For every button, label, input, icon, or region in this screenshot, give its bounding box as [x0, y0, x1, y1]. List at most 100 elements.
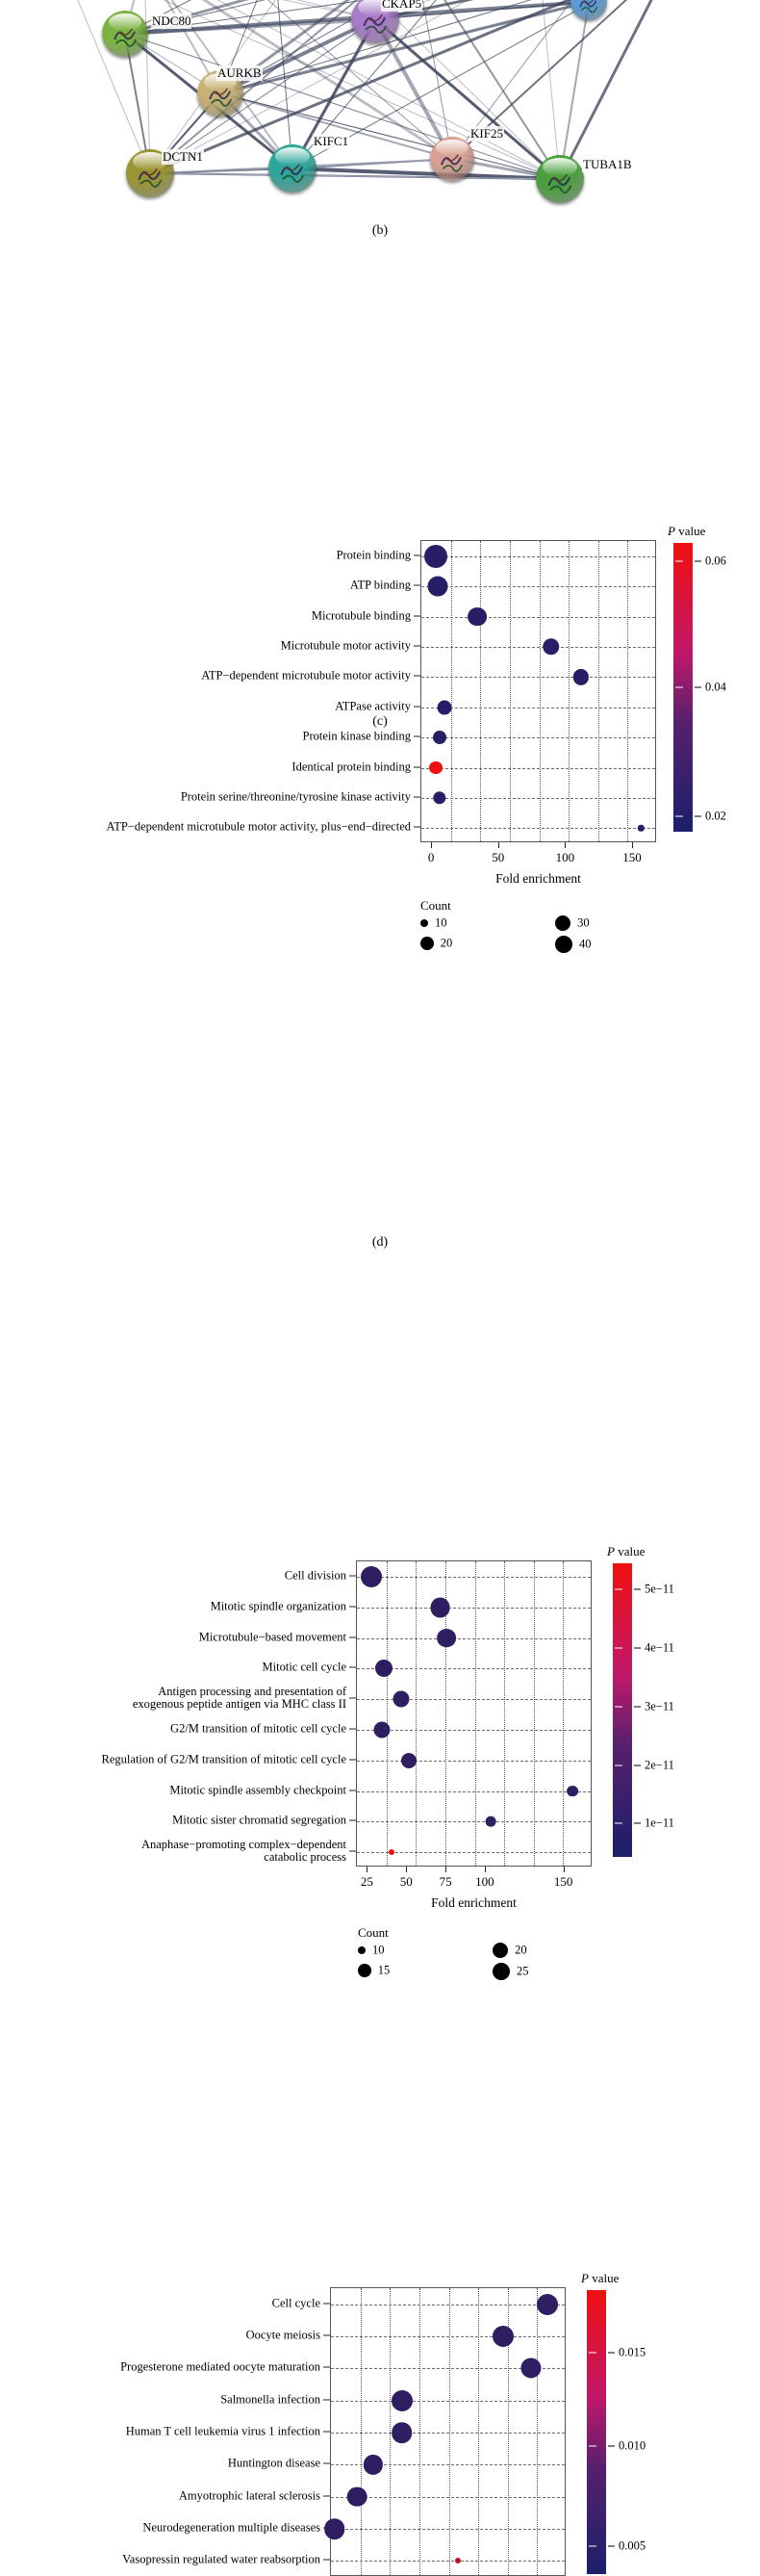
colorbar-tick-label: 1e−11	[645, 1816, 674, 1830]
data-point	[455, 2558, 462, 2564]
y-axis-tick	[414, 584, 420, 586]
colorbar-tick-mark	[615, 1588, 622, 1590]
y-axis-label: Cell division	[284, 1568, 346, 1583]
y-axis-tick	[323, 2366, 330, 2368]
node-gloss	[543, 158, 577, 176]
network-node-label-ckap5: CKAP5	[381, 0, 423, 12]
y-axis-tick	[414, 675, 420, 677]
colorbar-tick-mark	[615, 1647, 622, 1649]
network-node-label-tuba1b: TUBA1B	[582, 157, 633, 172]
colorbar-tick-label: 0.005	[619, 2538, 646, 2552]
plot-gridline-horizontal	[421, 767, 655, 769]
y-axis-label: ATP−dependent microtubule motor activity…	[106, 819, 411, 834]
data-point	[363, 2455, 384, 2475]
network-node-tuba1b[interactable]	[536, 155, 584, 203]
colorbar-panel-e	[587, 2290, 606, 2574]
colorbar-tick-mark	[589, 2352, 596, 2354]
network-node-node-top-right[interactable]	[570, 0, 607, 20]
y-axis-label: Human T cell leukemia virus 1 infection	[125, 2424, 320, 2438]
y-axis-tick	[323, 2462, 330, 2464]
size-legend-label: 40	[579, 937, 592, 951]
plot-gridline-horizontal	[421, 555, 655, 557]
plot-gridline-horizontal	[357, 1637, 591, 1639]
plot-gridline-horizontal	[357, 1729, 591, 1731]
node-gloss	[133, 152, 167, 170]
colorbar-tick-mark	[675, 686, 683, 688]
colorbar-tick-mark-outer	[634, 1822, 641, 1824]
y-axis-label: Mitotic cell cycle	[262, 1660, 346, 1674]
network-node-label-dctn1: DCTN1	[162, 149, 204, 165]
plot-gridline-vertical	[478, 2288, 480, 2575]
size-legend-swatch	[493, 1963, 510, 1980]
y-axis-label: Protein binding	[336, 548, 411, 562]
colorbar-tick-label: 0.015	[619, 2345, 646, 2359]
y-axis-tick	[414, 706, 420, 708]
size-legend-item: 20	[420, 936, 452, 951]
plot-gridline-horizontal	[421, 586, 655, 588]
size-legend-label: 25	[517, 1964, 529, 1978]
colorbar-tick-label: 3e−11	[645, 1699, 674, 1713]
plot-area-panel-e	[323, 2287, 566, 2576]
data-point	[638, 825, 645, 832]
y-axis-label: Antigen processing and presentation of ex…	[132, 1685, 346, 1712]
colorbar-tick-label: 2e−11	[645, 1758, 674, 1772]
data-point	[492, 2326, 514, 2347]
data-point	[520, 2357, 542, 2379]
colorbar-panel-d	[613, 1563, 632, 1857]
y-axis-tick	[349, 1575, 356, 1577]
plot-gridline-horizontal	[421, 737, 655, 739]
plot-gridline-vertical	[569, 541, 570, 841]
x-axis-tick	[431, 842, 433, 848]
size-legend-swatch	[358, 1964, 371, 1977]
network-node-ckap5[interactable]	[351, 0, 399, 43]
y-axis-label: Microtubule−based movement	[198, 1630, 346, 1643]
network-node-kifc1[interactable]	[268, 144, 317, 193]
x-axis-tick-label: 50	[492, 850, 505, 864]
data-point	[424, 544, 448, 568]
size-legend-item: 15	[358, 1963, 390, 1978]
y-axis-label: Identical protein binding	[291, 760, 411, 773]
plot-gridline-vertical	[418, 2288, 420, 2575]
plot-gridline-vertical	[480, 541, 482, 841]
x-axis-title: Fold enrichment	[431, 1895, 517, 1910]
data-point	[468, 606, 488, 627]
data-point	[323, 2518, 345, 2539]
network-node-label-aurkb: AURKB	[216, 65, 263, 81]
plot-gridline-horizontal	[357, 1760, 591, 1762]
y-axis-label: Huntington disease	[227, 2456, 320, 2470]
colorbar-tick-mark-outer	[634, 1765, 641, 1766]
node-structure-glyph	[138, 167, 163, 188]
plot-gridline-horizontal	[421, 828, 655, 830]
y-axis-tick	[414, 826, 420, 828]
data-point	[391, 2422, 413, 2443]
y-axis-label: ATP binding	[349, 578, 411, 592]
size-legend-item: 30	[555, 915, 590, 932]
colorbar-tick-label: 0.04	[705, 680, 726, 694]
plot-gridline-horizontal	[331, 2561, 565, 2563]
node-structure-glyph	[547, 173, 572, 193]
x-axis-tick	[445, 1867, 447, 1872]
colorbar-tick-mark-outer	[634, 1647, 641, 1649]
network-node-kif25[interactable]	[430, 137, 474, 181]
colorbar-tick-label: 0.02	[705, 809, 726, 822]
colorbar-tick-mark	[675, 815, 683, 816]
y-axis-tick	[323, 2303, 330, 2305]
data-point	[391, 2389, 413, 2411]
data-point	[572, 669, 589, 685]
plot-gridline-horizontal	[331, 2529, 565, 2530]
colorbar-title: P value	[581, 2271, 620, 2285]
plot-gridline-vertical	[360, 2288, 362, 2575]
size-legend-swatch	[420, 937, 434, 950]
y-axis-label: Mitotic spindle assembly checkpoint	[169, 1783, 346, 1796]
x-axis-tick	[484, 1867, 486, 1872]
size-legend-item: 10	[358, 1943, 385, 1958]
size-legend-swatch	[493, 1943, 509, 1959]
network-node-ndc80[interactable]	[102, 11, 148, 57]
y-axis-label: Progesterone mediated oocyte maturation	[120, 2359, 320, 2374]
colorbar-tick-mark	[615, 1765, 622, 1766]
plot-gridline-horizontal	[357, 1607, 591, 1609]
data-point	[537, 2293, 559, 2315]
y-axis-label: ATP−dependent microtubule motor activity	[201, 668, 411, 683]
colorbar-tick-mark	[589, 2545, 596, 2546]
network-node-label-kif25: KIF25	[469, 126, 504, 142]
